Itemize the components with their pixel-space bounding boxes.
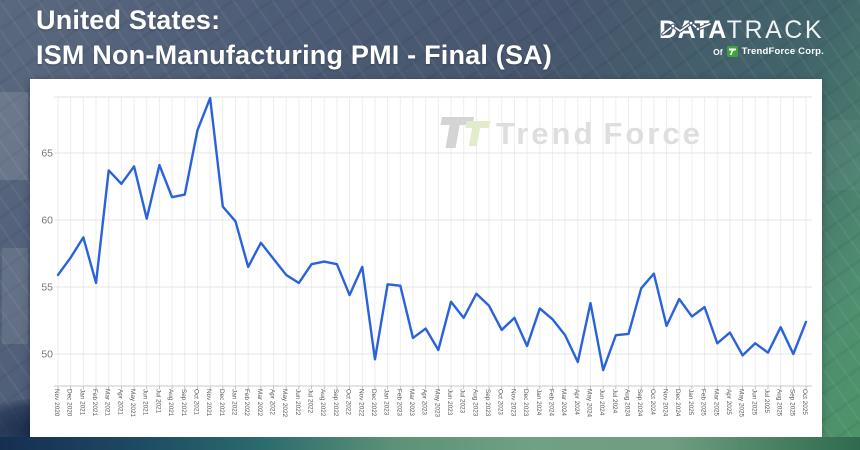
svg-text:Jan 2023: Jan 2023	[383, 389, 390, 416]
svg-text:Feb 2021: Feb 2021	[91, 389, 98, 416]
pmi-data-line	[56, 96, 808, 372]
svg-text:Oct 2023: Oct 2023	[497, 389, 504, 415]
background-building-texture	[0, 92, 28, 180]
svg-text:55: 55	[41, 282, 53, 294]
svg-text:Feb 2024: Feb 2024	[547, 389, 554, 416]
svg-text:Sep 2021: Sep 2021	[180, 389, 187, 417]
svg-text:Oct 2024: Oct 2024	[649, 389, 656, 415]
x-axis-labels: Nov 2020 Dec 2020 Jan 2021 Feb 2021 Mar 2021…	[53, 386, 808, 418]
svg-text:Jul 2024: Jul 2024	[611, 389, 618, 414]
svg-text:Apr 2024: Apr 2024	[573, 389, 580, 415]
datatrack-logo: DATATRACK Of TrendForce Corp.	[659, 17, 824, 57]
background-building-texture	[2, 248, 28, 344]
svg-text:Mar 2024: Mar 2024	[560, 389, 567, 416]
svg-text:Sep 2022: Sep 2022	[332, 389, 339, 417]
svg-text:Dec 2021: Dec 2021	[218, 389, 225, 417]
trendforce-icon	[726, 46, 738, 57]
svg-text:May 2024: May 2024	[585, 389, 592, 418]
svg-text:Apr 2023: Apr 2023	[421, 389, 428, 415]
svg-text:Apr 2025: Apr 2025	[725, 389, 732, 415]
chart-zigzag-icon	[661, 20, 712, 36]
svg-text:Oct 2021: Oct 2021	[192, 389, 199, 415]
svg-text:May 2021: May 2021	[129, 389, 136, 418]
svg-text:Jun 2023: Jun 2023	[446, 389, 453, 416]
svg-text:Aug 2021: Aug 2021	[167, 389, 174, 417]
chart-panel: 50 55 60 65 Nov 2020 Dec 2020 Jan 2021 Feb 2021…	[30, 79, 822, 437]
tagline-prefix: Of	[713, 46, 723, 57]
svg-text:Jan 2024: Jan 2024	[535, 389, 542, 416]
svg-text:Mar 2023: Mar 2023	[408, 389, 415, 416]
svg-text:Feb 2022: Feb 2022	[243, 389, 250, 416]
svg-text:Nov 2021: Nov 2021	[205, 389, 212, 417]
pmi-line-chart: 50 55 60 65 Nov 2020 Dec 2020 Jan 2021 Feb 2021…	[41, 96, 812, 418]
svg-text:Mar 2021: Mar 2021	[104, 389, 111, 416]
svg-text:Mar 2025: Mar 2025	[712, 389, 719, 416]
svg-text:Aug 2022: Aug 2022	[319, 389, 326, 417]
svg-text:Jul 2025: Jul 2025	[763, 389, 770, 414]
svg-text:Dec 2023: Dec 2023	[522, 389, 529, 417]
svg-text:50: 50	[41, 349, 53, 361]
svg-text:Jan 2025: Jan 2025	[687, 389, 694, 416]
datatrack-wordmark: DATATRACK	[659, 17, 824, 43]
svg-text:Nov 2023: Nov 2023	[509, 389, 516, 417]
svg-text:Nov 2020: Nov 2020	[53, 389, 60, 417]
datatrack-tagline: Of TrendForce Corp.	[659, 46, 824, 57]
datatrack-word-light: TRACK	[726, 16, 824, 44]
bottom-gradient-bar	[0, 437, 860, 450]
svg-text:Sep 2025: Sep 2025	[788, 389, 795, 417]
svg-text:Apr 2022: Apr 2022	[269, 389, 276, 415]
svg-text:Jul 2021: Jul 2021	[154, 389, 161, 414]
svg-text:Nov 2024: Nov 2024	[662, 389, 669, 417]
svg-text:Dec 2022: Dec 2022	[370, 389, 377, 417]
trendforce-watermark: Trend Force	[440, 116, 703, 151]
svg-text:Jan 2021: Jan 2021	[78, 389, 85, 416]
svg-text:Aug 2023: Aug 2023	[471, 389, 478, 417]
svg-text:Jul 2022: Jul 2022	[307, 389, 314, 414]
svg-text:Dec 2024: Dec 2024	[674, 389, 681, 417]
svg-text:Nov 2022: Nov 2022	[357, 389, 364, 417]
svg-text:Feb 2025: Feb 2025	[700, 389, 707, 416]
svg-text:Jan 2022: Jan 2022	[230, 389, 237, 416]
svg-text:Mar 2022: Mar 2022	[256, 389, 263, 416]
svg-text:Dec 2020: Dec 2020	[66, 389, 73, 417]
svg-text:Sep 2023: Sep 2023	[484, 389, 491, 417]
svg-text:Jun 2025: Jun 2025	[750, 389, 757, 416]
svg-text:Jun 2022: Jun 2022	[294, 389, 301, 416]
background-building-texture	[826, 120, 860, 190]
tagline-company: TrendForce Corp.	[741, 46, 824, 57]
svg-text:Sep 2024: Sep 2024	[636, 389, 643, 417]
svg-text:Feb 2023: Feb 2023	[395, 389, 402, 416]
page-title: United States: ISM Non-Manufacturing PMI…	[36, 3, 552, 72]
svg-text:TrendForce: Trend Force	[496, 116, 703, 151]
y-axis-labels: 50 55 60 65	[41, 148, 53, 361]
svg-text:65: 65	[41, 148, 53, 160]
svg-text:Aug 2025: Aug 2025	[776, 389, 783, 417]
svg-text:Oct 2022: Oct 2022	[345, 389, 352, 415]
svg-text:Oct 2025: Oct 2025	[801, 389, 808, 415]
svg-text:Apr 2021: Apr 2021	[116, 389, 123, 415]
title-indicator: ISM Non-Manufacturing PMI - Final (SA)	[36, 39, 553, 70]
svg-text:Aug 2024: Aug 2024	[624, 389, 631, 417]
svg-text:Jul 2023: Jul 2023	[459, 389, 466, 414]
trendforce-watermark-icon	[440, 117, 491, 148]
svg-text:May 2025: May 2025	[738, 389, 745, 418]
svg-text:May 2022: May 2022	[281, 389, 288, 418]
svg-text:60: 60	[41, 215, 53, 227]
svg-text:May 2023: May 2023	[433, 389, 440, 418]
title-region: United States:	[36, 5, 221, 35]
svg-text:Jun 2021: Jun 2021	[142, 389, 149, 416]
svg-text:Jun 2024: Jun 2024	[598, 389, 605, 416]
